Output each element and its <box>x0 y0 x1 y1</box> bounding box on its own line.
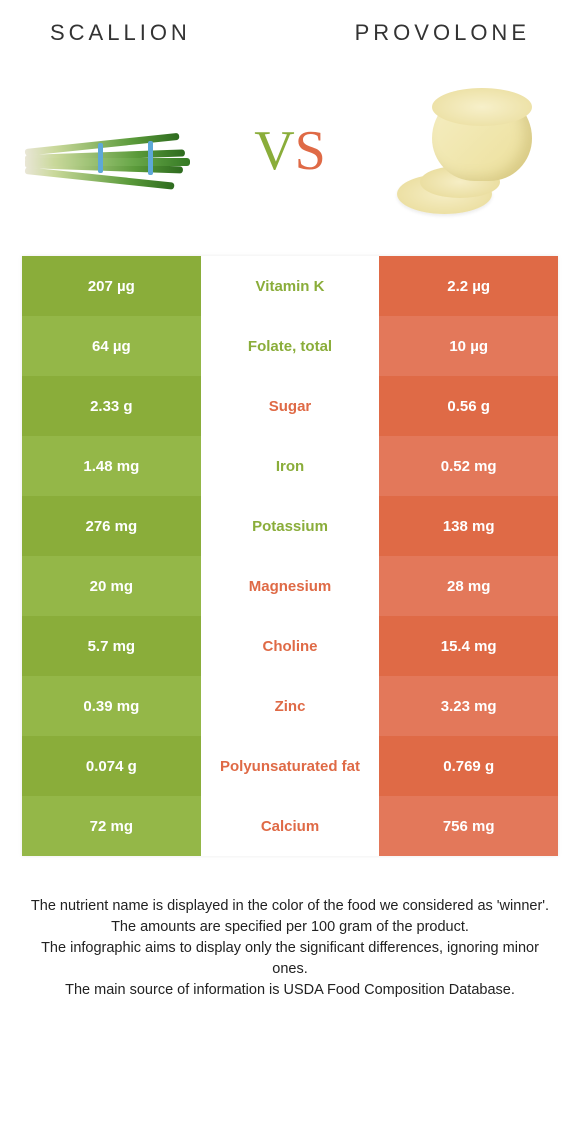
provolone-image <box>385 86 560 216</box>
right-value: 2.2 µg <box>379 256 558 316</box>
title-right: PROVOLONE <box>355 20 530 46</box>
table-row: 0.39 mgZinc3.23 mg <box>22 676 558 736</box>
left-value: 64 µg <box>22 316 201 376</box>
right-value: 0.52 mg <box>379 436 558 496</box>
table-row: 1.48 mgIron0.52 mg <box>22 436 558 496</box>
scallion-image <box>20 86 195 216</box>
nutrient-table: 207 µgVitamin K2.2 µg64 µgFolate, total1… <box>22 256 558 856</box>
vs-label: VS <box>254 119 326 183</box>
right-value: 0.769 g <box>379 736 558 796</box>
table-row: 5.7 mgCholine15.4 mg <box>22 616 558 676</box>
right-value: 0.56 g <box>379 376 558 436</box>
table-row: 0.074 gPolyunsaturated fat0.769 g <box>22 736 558 796</box>
nutrient-name: Zinc <box>201 676 380 736</box>
vs-s: S <box>295 120 326 182</box>
right-value: 138 mg <box>379 496 558 556</box>
table-row: 20 mgMagnesium28 mg <box>22 556 558 616</box>
right-value: 28 mg <box>379 556 558 616</box>
footer-line: The nutrient name is displayed in the co… <box>30 896 550 917</box>
nutrient-name: Choline <box>201 616 380 676</box>
title-left: SCALLION <box>50 20 191 46</box>
nutrient-name: Iron <box>201 436 380 496</box>
left-value: 207 µg <box>22 256 201 316</box>
left-value: 1.48 mg <box>22 436 201 496</box>
nutrient-name: Potassium <box>201 496 380 556</box>
right-value: 15.4 mg <box>379 616 558 676</box>
nutrient-name: Folate, total <box>201 316 380 376</box>
nutrient-name: Polyunsaturated fat <box>201 736 380 796</box>
table-row: 2.33 gSugar0.56 g <box>22 376 558 436</box>
left-value: 72 mg <box>22 796 201 856</box>
footer-notes: The nutrient name is displayed in the co… <box>0 856 580 1001</box>
left-value: 0.39 mg <box>22 676 201 736</box>
table-row: 72 mgCalcium756 mg <box>22 796 558 856</box>
left-value: 0.074 g <box>22 736 201 796</box>
right-value: 3.23 mg <box>379 676 558 736</box>
left-value: 2.33 g <box>22 376 201 436</box>
footer-line: The amounts are specified per 100 gram o… <box>30 917 550 938</box>
vs-v: V <box>254 120 294 182</box>
right-value: 756 mg <box>379 796 558 856</box>
left-value: 5.7 mg <box>22 616 201 676</box>
right-value: 10 µg <box>379 316 558 376</box>
left-value: 276 mg <box>22 496 201 556</box>
table-row: 276 mgPotassium138 mg <box>22 496 558 556</box>
nutrient-name: Sugar <box>201 376 380 436</box>
vs-row: VS <box>0 56 580 256</box>
left-value: 20 mg <box>22 556 201 616</box>
header: SCALLION PROVOLONE <box>0 0 580 56</box>
table-row: 64 µgFolate, total10 µg <box>22 316 558 376</box>
nutrient-name: Calcium <box>201 796 380 856</box>
nutrient-name: Magnesium <box>201 556 380 616</box>
table-row: 207 µgVitamin K2.2 µg <box>22 256 558 316</box>
footer-line: The infographic aims to display only the… <box>30 938 550 980</box>
nutrient-name: Vitamin K <box>201 256 380 316</box>
footer-line: The main source of information is USDA F… <box>30 980 550 1001</box>
